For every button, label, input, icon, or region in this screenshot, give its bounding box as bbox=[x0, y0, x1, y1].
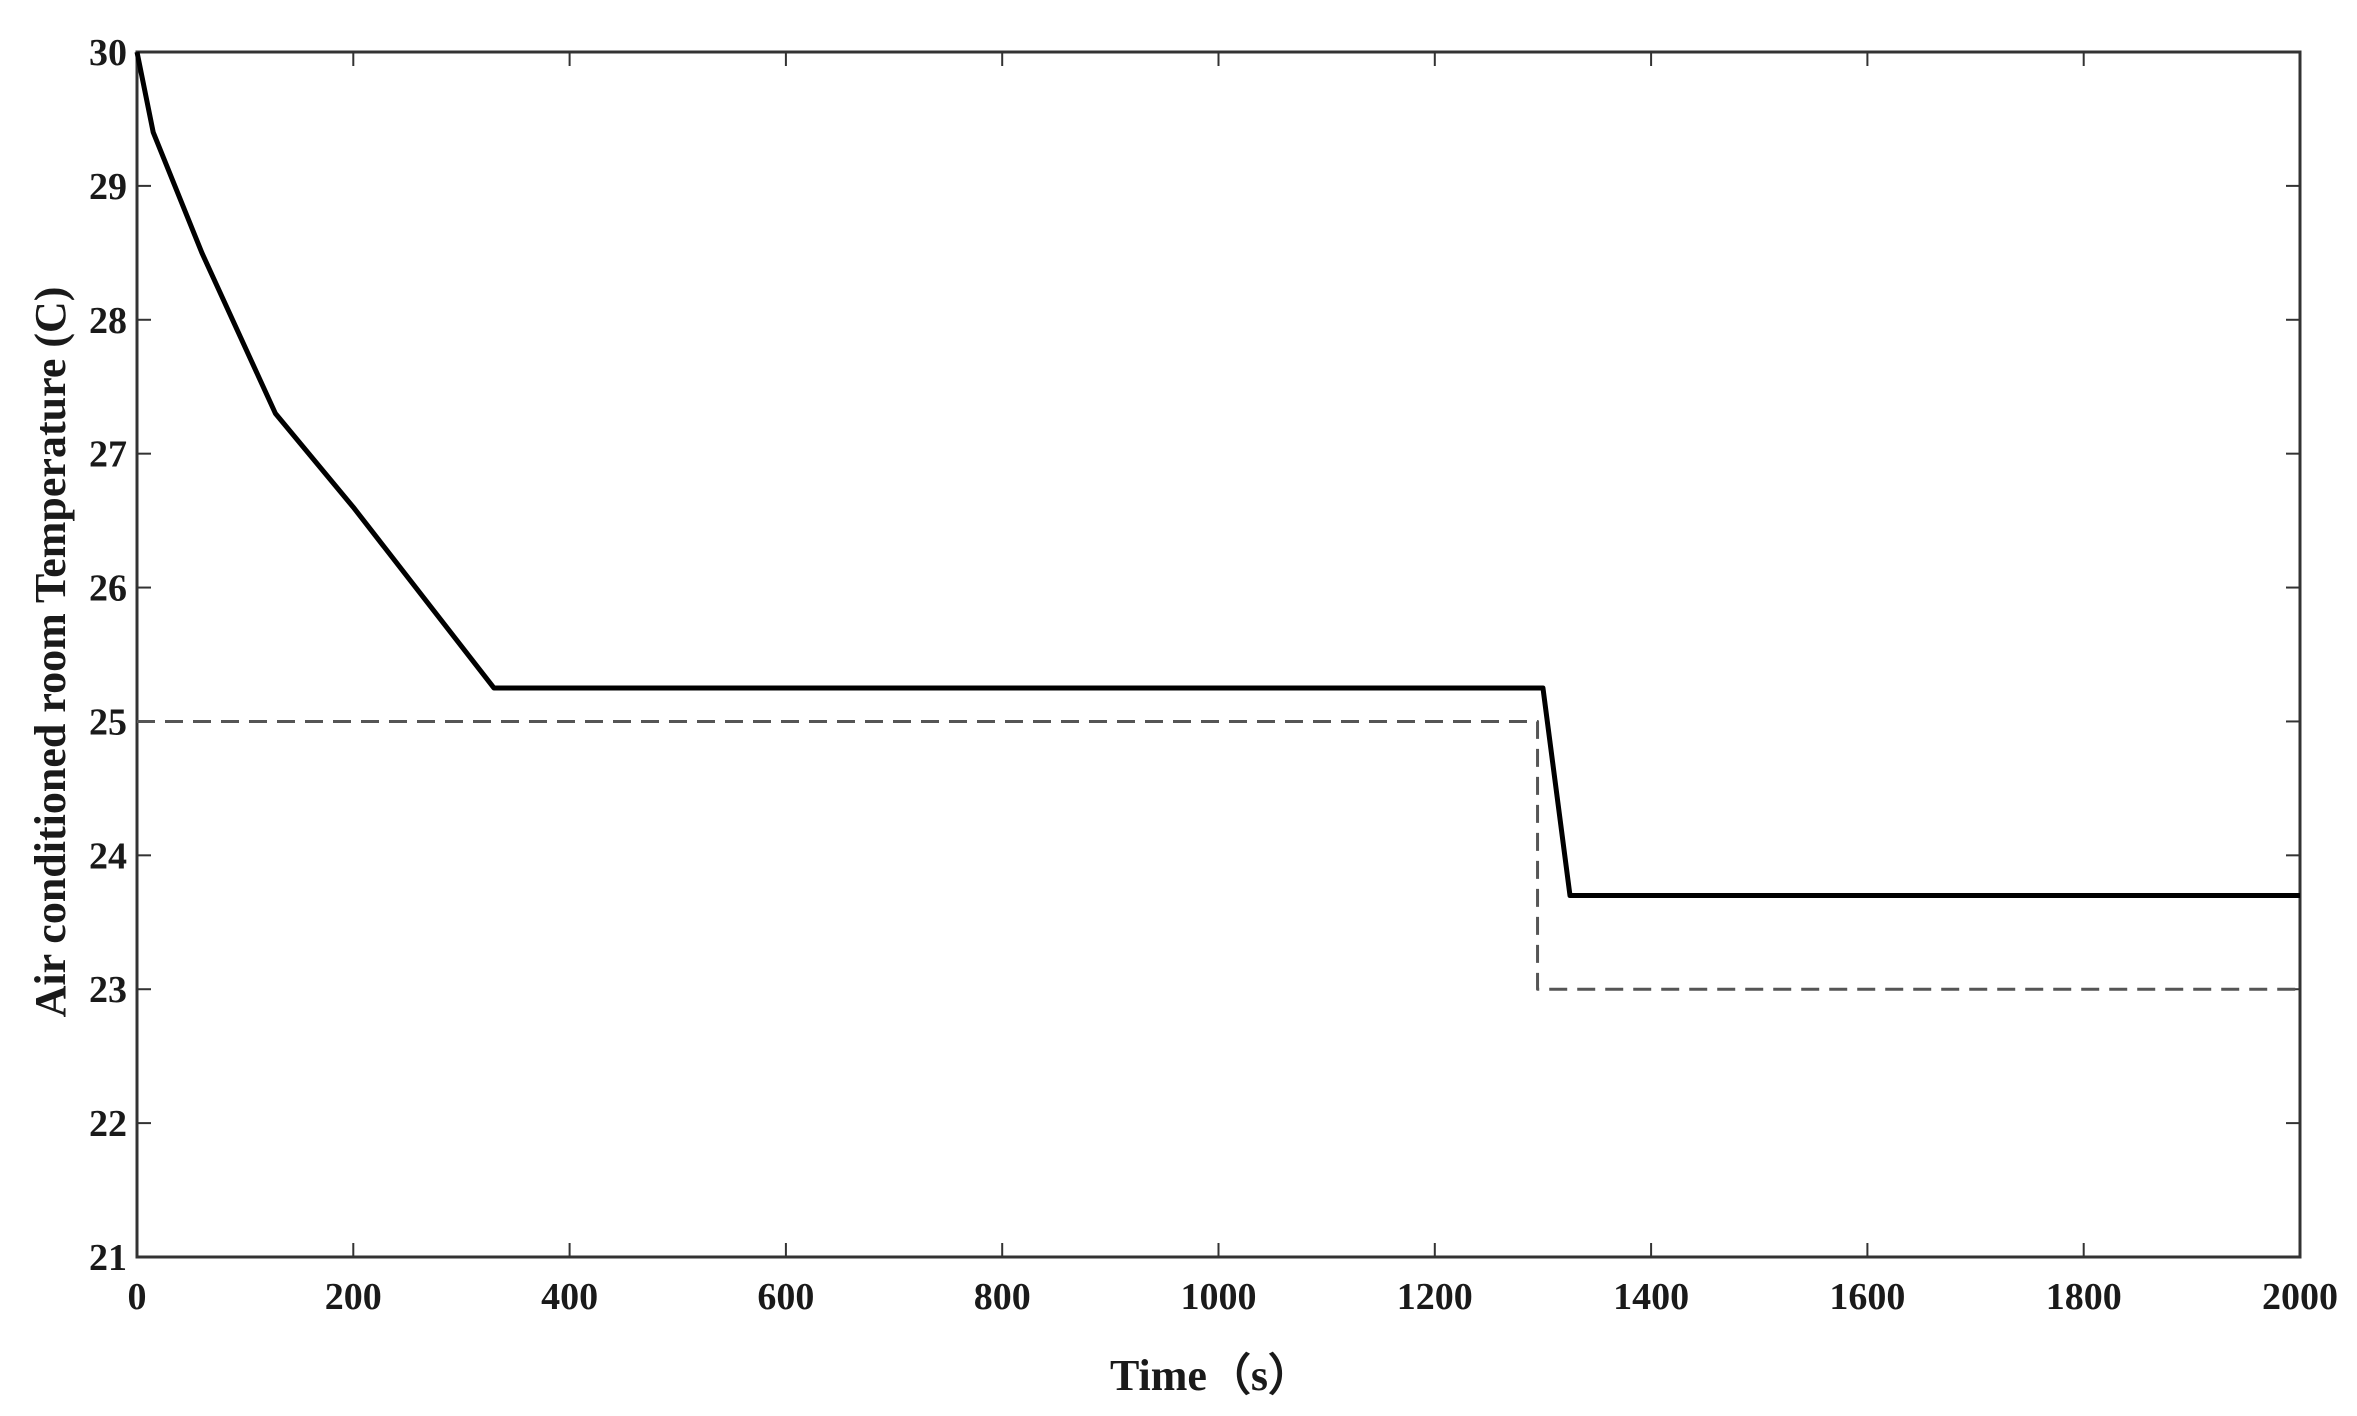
x-tick-label: 1200 bbox=[1397, 1276, 1473, 1318]
x-axis-label: Time（s） bbox=[1110, 1351, 1312, 1400]
x-tick-label: 0 bbox=[128, 1276, 147, 1318]
y-tick-label: 28 bbox=[89, 300, 127, 342]
y-tick-label: 22 bbox=[89, 1103, 127, 1145]
series-line-solid bbox=[134, 51, 2300, 898]
x-tick-label: 1000 bbox=[1181, 1276, 1257, 1318]
series-layer bbox=[134, 51, 2300, 991]
x-tick-label: 1800 bbox=[2046, 1276, 2122, 1318]
y-axis-label: Air conditioned room Temperature (C) bbox=[26, 287, 75, 1018]
y-tick-label: 27 bbox=[89, 434, 127, 476]
y-tick-label: 26 bbox=[89, 568, 127, 610]
x-tick-label: 1400 bbox=[1613, 1276, 1689, 1318]
x-axis-ticks: 0 200 400 600 800 1000 1200 1400 1600 1800 2000 bbox=[128, 52, 2338, 1318]
y-tick-label: 21 bbox=[89, 1237, 127, 1279]
x-tick-label: 400 bbox=[541, 1276, 598, 1318]
x-tick-label: 200 bbox=[325, 1276, 382, 1318]
y-tick-label: 30 bbox=[89, 32, 127, 74]
plot-area bbox=[135, 50, 2302, 1259]
y-tick-label: 29 bbox=[89, 166, 127, 208]
y-tick-label: 23 bbox=[89, 969, 127, 1011]
y-tick-label: 25 bbox=[89, 701, 127, 743]
series-line-dashed bbox=[137, 719, 2300, 991]
x-tick-label: 1600 bbox=[1829, 1276, 1905, 1318]
y-tick-label: 24 bbox=[89, 835, 127, 877]
x-tick-label: 2000 bbox=[2262, 1276, 2338, 1318]
x-tick-label: 800 bbox=[974, 1276, 1031, 1318]
x-tick-label: 600 bbox=[757, 1276, 814, 1318]
